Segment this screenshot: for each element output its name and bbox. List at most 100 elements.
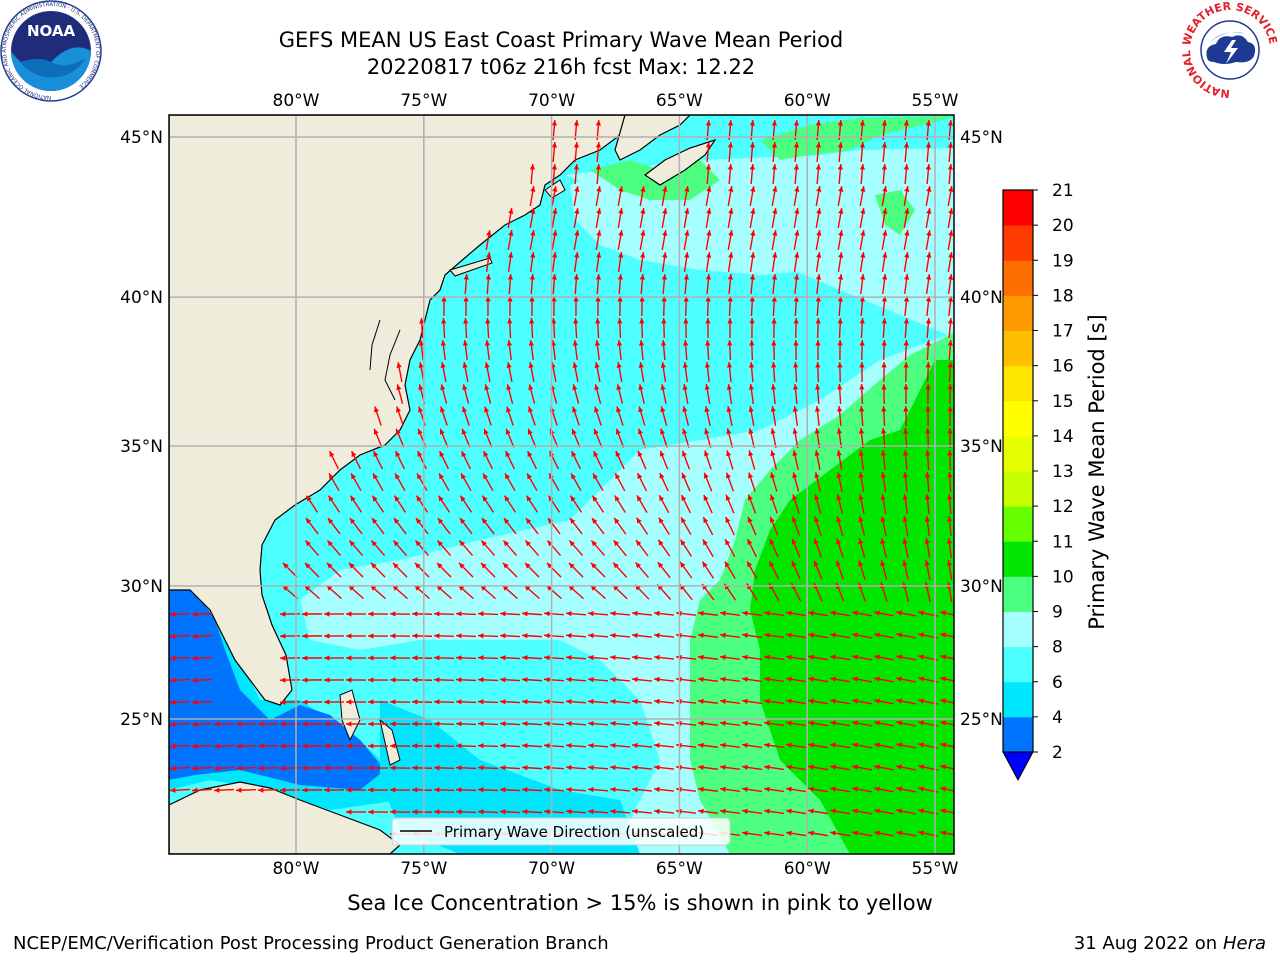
- wave-arrow-head: [618, 208, 624, 214]
- wave-arrow-head: [904, 230, 910, 236]
- wave-arrow-head: [527, 451, 533, 458]
- wave-arrow-head: [659, 472, 665, 479]
- wave-arrow-head: [764, 742, 770, 748]
- wave-arrow-head: [860, 186, 866, 192]
- wave-arrow-head: [859, 164, 866, 170]
- wave-arrow-head: [830, 632, 836, 638]
- wave-arrow-head: [529, 296, 535, 302]
- wave-arrow-head: [324, 611, 330, 617]
- wave-arrow-head: [572, 406, 578, 413]
- wave-arrow-head: [418, 340, 425, 346]
- wave-arrow-head: [327, 518, 334, 524]
- period-region-10-11: [750, 360, 954, 854]
- wave-arrow-head: [727, 120, 734, 126]
- wave-arrow-head: [918, 676, 925, 682]
- wave-arrow-head: [837, 274, 844, 280]
- wave-arrow-head: [324, 699, 330, 705]
- land-long-island: [449, 257, 493, 277]
- wave-arrow-head: [461, 473, 466, 480]
- lat-tick-left: 40°N: [120, 288, 163, 308]
- wave-arrow-head: [725, 494, 731, 501]
- wave-arrow-head: [507, 318, 513, 324]
- wave-arrow-head: [192, 787, 198, 793]
- colorbar-segment: [1003, 471, 1033, 507]
- wave-arrow-head: [658, 517, 664, 524]
- wave-arrow-head: [838, 230, 844, 236]
- wave-arrow-head: [346, 633, 352, 639]
- wave-arrow-head: [682, 384, 688, 390]
- wave-arrow-head: [616, 340, 623, 346]
- wave-arrow-head: [896, 786, 902, 792]
- wave-arrow-head: [896, 720, 902, 726]
- wave-arrow-head: [566, 633, 572, 639]
- wave-arrow-head: [593, 428, 599, 435]
- wave-arrow-head: [654, 720, 660, 727]
- wave-arrow-head: [880, 516, 886, 523]
- wave-arrow-head: [610, 654, 616, 661]
- wave-arrow-head: [683, 340, 689, 346]
- wave-arrow-head: [724, 561, 730, 568]
- wave-arrow-head: [852, 610, 858, 616]
- lon-tick-top: 80°W: [273, 91, 320, 111]
- wave-arrow-head: [632, 786, 638, 793]
- wave-arrow-head: [412, 721, 418, 727]
- wave-arrow-head: [947, 318, 954, 324]
- wave-arrow-head: [727, 340, 733, 346]
- wave-arrow-head: [595, 318, 601, 324]
- wave-arrow-head: [480, 585, 487, 591]
- wave-arrow-head: [684, 252, 690, 258]
- wave-arrow-head: [837, 362, 843, 368]
- wave-arrow-head: [573, 318, 579, 324]
- wave-arrow-head: [769, 561, 775, 568]
- wave-arrow-head: [771, 120, 778, 126]
- wave-arrow-head: [918, 808, 925, 814]
- wave-arrow-head: [682, 428, 688, 435]
- wave-arrow-head: [544, 655, 550, 661]
- wave-arrow-head: [659, 450, 665, 457]
- wave-arrow-head: [926, 186, 932, 192]
- wave-arrow-head: [412, 809, 418, 815]
- wave-arrow-head: [698, 632, 704, 639]
- wave-arrow-head: [925, 142, 932, 148]
- wave-arrow-head: [500, 743, 506, 749]
- wave-arrow-head: [530, 252, 536, 258]
- wave-arrow-head: [904, 252, 910, 258]
- map-tick-labels: 80°W 80°W 75°W 75°W 70°W 70°W 65°W 65°W 60°W 60°W…: [120, 91, 1003, 879]
- wave-arrow-head: [394, 495, 400, 502]
- colorbar-segment: [1003, 260, 1033, 296]
- wave-arrow-head: [596, 208, 602, 214]
- wave-arrow-head: [396, 406, 402, 413]
- wave-arrow-head: [368, 699, 374, 705]
- wave-arrow-head: [786, 830, 792, 836]
- wave-arrow-head: [794, 208, 800, 214]
- wave-arrow-head: [808, 632, 814, 638]
- colorbar-tick-label: 12: [1052, 497, 1074, 517]
- wave-arrow-head: [390, 677, 396, 683]
- wave-arrow-head: [924, 494, 931, 500]
- wave-arrow-head: [903, 120, 910, 126]
- wave-arrow-head: [478, 743, 484, 749]
- wave-arrow-head: [925, 340, 931, 346]
- wave-arrow-head: [500, 655, 506, 661]
- wave-arrow-head: [859, 142, 866, 148]
- wave-arrow-head: [546, 585, 553, 591]
- wave-arrow-head: [748, 406, 754, 412]
- wave-arrow-head: [373, 428, 379, 435]
- wave-arrow-head: [903, 406, 909, 412]
- wave-arrow-head: [742, 764, 748, 770]
- wave-arrow-head: [485, 296, 491, 302]
- wave-arrow-head: [614, 517, 620, 524]
- wave-arrow-head: [461, 451, 467, 458]
- wave-arrow-head: [192, 633, 198, 639]
- wave-arrow-head: [769, 538, 775, 545]
- wave-arrow-head: [440, 406, 446, 413]
- land-cuba: [169, 781, 401, 854]
- wave-arrow-head: [836, 516, 842, 523]
- wave-arrow-head: [327, 540, 333, 547]
- wave-arrow-head: [918, 764, 925, 770]
- wave-arrow-head: [302, 611, 308, 617]
- wave-arrow-head: [370, 585, 377, 591]
- wave-arrow-head: [793, 362, 799, 368]
- wave-arrow-head: [324, 721, 330, 727]
- wave-arrow-head: [524, 562, 531, 569]
